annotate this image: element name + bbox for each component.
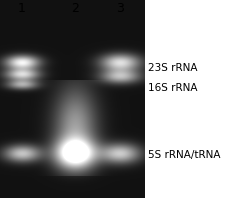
Text: 23S rRNA: 23S rRNA xyxy=(148,63,198,73)
Text: 5S rRNA/tRNA: 5S rRNA/tRNA xyxy=(148,150,221,160)
Text: 3: 3 xyxy=(116,2,124,14)
Text: 16S rRNA: 16S rRNA xyxy=(148,83,198,93)
Text: 1: 1 xyxy=(18,2,26,14)
Text: 2: 2 xyxy=(71,2,79,14)
